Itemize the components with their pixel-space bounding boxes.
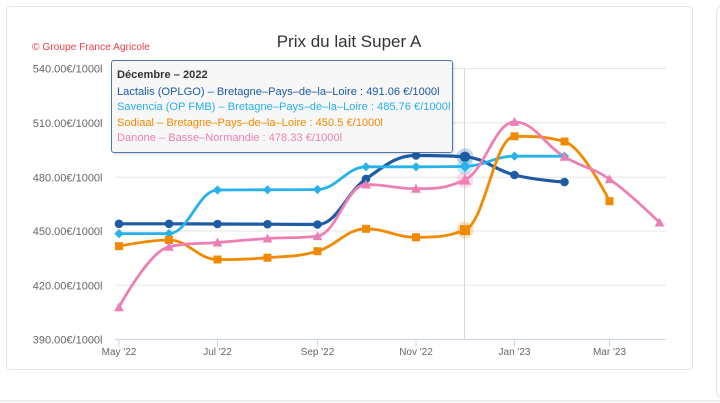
svg-text:450.00€/1000l: 450.00€/1000l (33, 226, 103, 238)
svg-text:Nov '22: Nov '22 (399, 347, 433, 358)
svg-text:420.00€/1000l: 420.00€/1000l (33, 280, 103, 292)
svg-text:510.00€/1000l: 510.00€/1000l (33, 118, 103, 130)
svg-text:540.00€/1000l: 540.00€/1000l (33, 64, 103, 76)
svg-text:Sep '22: Sep '22 (301, 347, 335, 358)
svg-text:Mar '23: Mar '23 (593, 347, 626, 358)
svg-text:390.00€/1000l: 390.00€/1000l (33, 335, 103, 347)
svg-text:480.00€/1000l: 480.00€/1000l (33, 172, 103, 184)
svg-text:May '22: May '22 (102, 347, 137, 358)
svg-text:Jul '22: Jul '22 (203, 347, 232, 358)
svg-text:Jan '23: Jan '23 (499, 347, 531, 358)
